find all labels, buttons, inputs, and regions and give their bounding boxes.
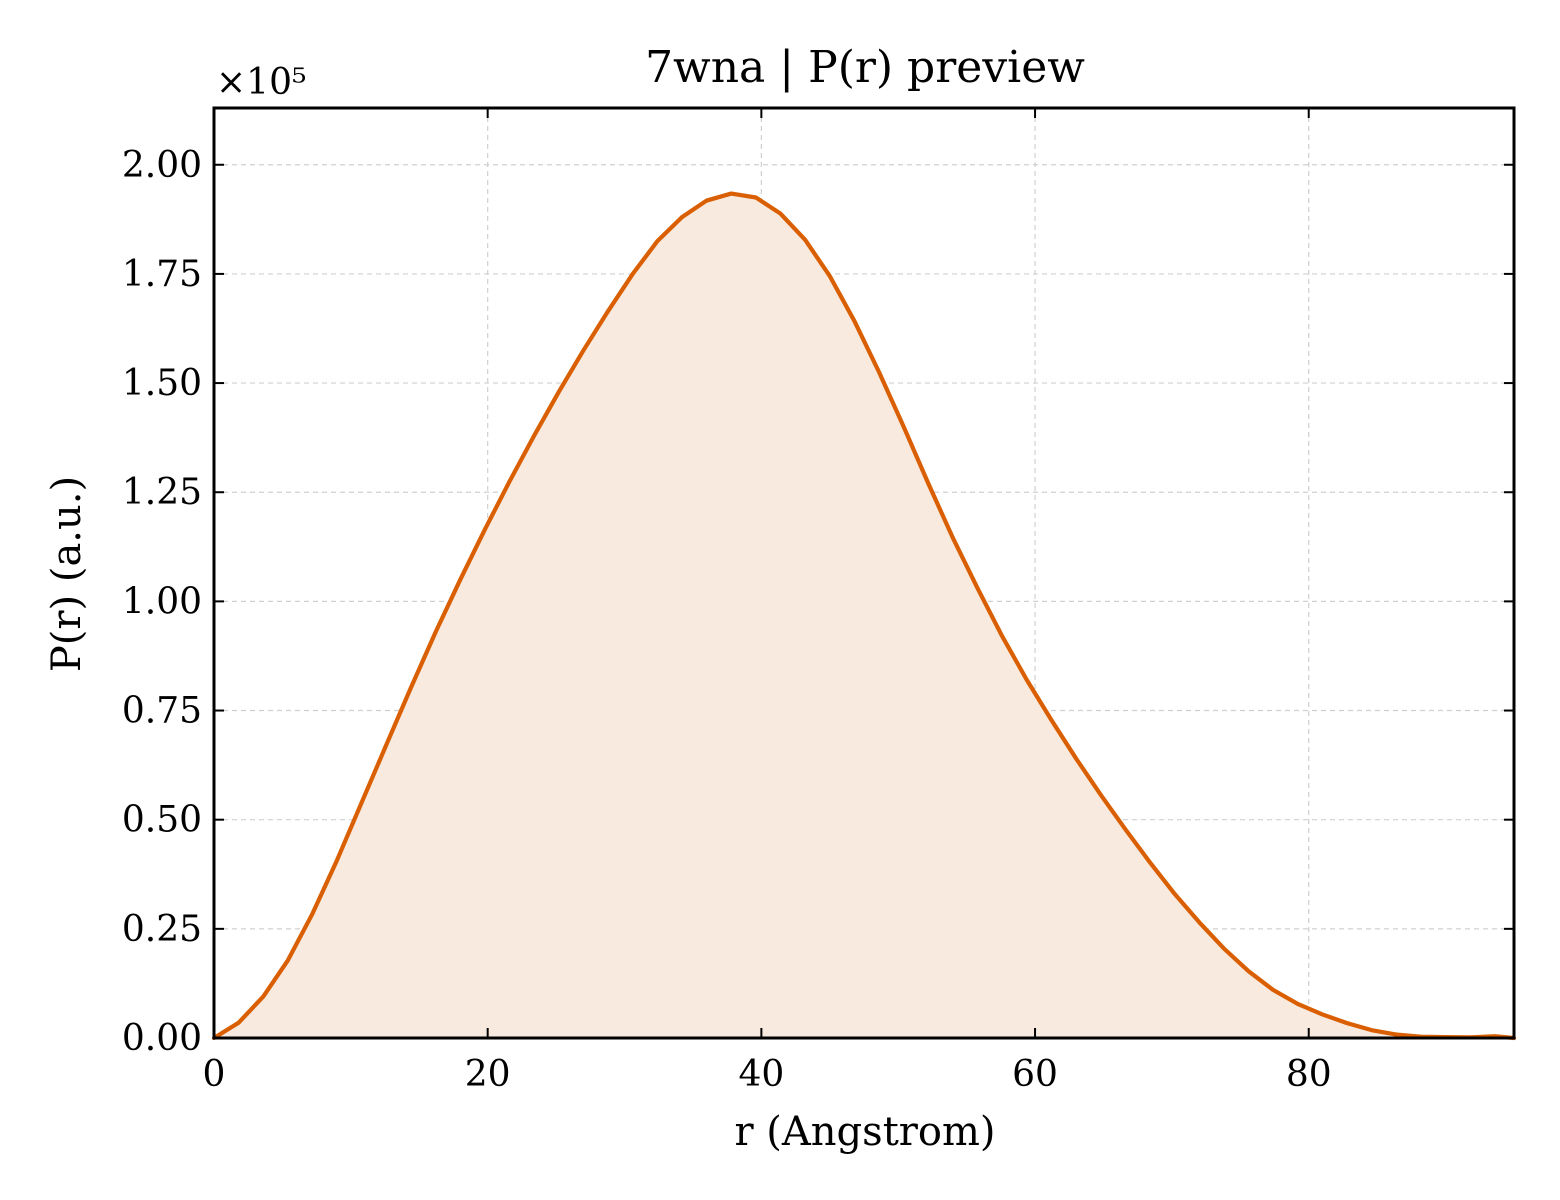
y-tick-label: 0.50 (122, 800, 202, 841)
y-tick-label: 1.25 (122, 472, 202, 513)
x-tick-label: 60 (1012, 1054, 1058, 1095)
x-axis-ticks: 0 20 40 60 80 (203, 108, 1332, 1095)
x-tick-label: 0 (203, 1054, 226, 1095)
area-fill (214, 193, 1514, 1038)
plot-frame (212, 106, 1516, 1040)
y-tick-label: 0.00 (122, 1018, 202, 1059)
x-axis-label: r (Angstrom) (734, 1109, 995, 1155)
y-tick-label: 0.75 (122, 691, 202, 732)
y-tick-label: 2.00 (122, 145, 202, 186)
y-tick-label: 1.00 (122, 581, 202, 622)
y-tick-label: 1.75 (122, 254, 202, 295)
chart-title: 7wna | P(r) preview (645, 42, 1085, 93)
x-tick-label: 40 (738, 1054, 784, 1095)
x-tick-label: 80 (1286, 1054, 1332, 1095)
y-tick-label: 1.50 (122, 363, 202, 404)
y-offset-text: ×10⁵ (216, 62, 306, 103)
series-line (211, 191, 1517, 1041)
x-tick-label: 20 (465, 1054, 511, 1095)
y-axis-ticks: 0.00 0.25 0.50 0.75 1.00 1.25 1.50 1.75 2.00 (122, 145, 1514, 1059)
y-tick-label: 0.25 (122, 909, 202, 950)
y-axis-label: P(r) (a.u.) (44, 476, 90, 672)
